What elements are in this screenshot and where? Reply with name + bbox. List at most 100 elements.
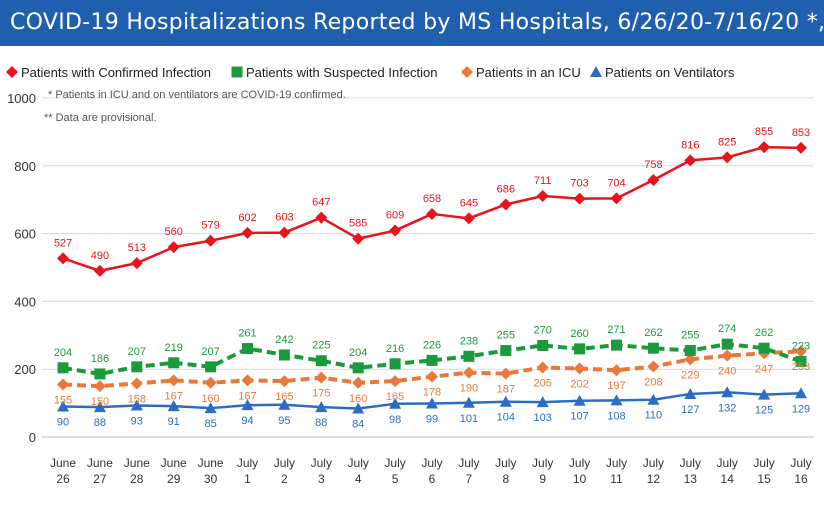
x-tick-month: June	[161, 456, 187, 470]
data-point	[315, 355, 327, 367]
data-label: 207	[201, 346, 219, 358]
data-point	[647, 393, 660, 405]
data-point	[721, 151, 734, 164]
data-label: 103	[534, 412, 552, 424]
data-point	[389, 358, 401, 370]
data-point	[94, 368, 106, 380]
x-tick-month: July	[384, 456, 405, 470]
data-label: 155	[54, 394, 72, 406]
data-label: 93	[131, 415, 143, 427]
chart-note: * Patients in ICU and on ventilators are…	[48, 89, 346, 101]
legend-marker	[590, 66, 602, 77]
data-point	[684, 387, 697, 399]
data-label: 253	[792, 361, 810, 373]
x-tick-day: 15	[757, 472, 771, 486]
data-point	[352, 376, 365, 389]
data-label: 107	[570, 411, 588, 423]
data-point	[57, 362, 69, 374]
data-label: 85	[204, 418, 216, 430]
x-tick-month: July	[237, 456, 258, 470]
data-label: 490	[91, 250, 109, 262]
data-label: 229	[681, 369, 699, 381]
data-label: 95	[278, 415, 290, 427]
data-point	[278, 226, 291, 239]
data-label: 255	[497, 330, 515, 342]
data-point	[758, 342, 770, 354]
data-point	[574, 343, 586, 355]
data-label: 88	[315, 417, 327, 429]
x-tick-day: 6	[429, 472, 436, 486]
data-label: 274	[718, 323, 736, 335]
data-label: 190	[460, 383, 478, 395]
x-tick-month: July	[274, 456, 295, 470]
data-label: 175	[312, 388, 330, 400]
data-point	[684, 345, 696, 357]
data-point	[426, 354, 438, 366]
data-point	[499, 198, 512, 211]
x-tick-month: July	[790, 456, 811, 470]
data-label: 255	[681, 330, 699, 342]
data-label: 88	[94, 417, 106, 429]
data-label: 197	[607, 380, 625, 392]
data-label: 226	[423, 339, 441, 351]
x-tick-month: July	[458, 456, 479, 470]
data-label: 94	[241, 415, 253, 427]
data-label: 204	[349, 347, 367, 359]
x-tick-month: July	[643, 456, 664, 470]
data-label: 271	[607, 324, 625, 336]
data-point	[93, 401, 106, 413]
data-label: 127	[681, 404, 699, 416]
y-tick-label: 400	[14, 294, 36, 309]
x-tick-day: 28	[130, 472, 144, 486]
data-point	[610, 394, 623, 406]
data-point	[278, 349, 290, 361]
data-label: 167	[238, 390, 256, 402]
data-point	[131, 361, 143, 373]
data-point	[278, 375, 291, 388]
data-label: 186	[91, 353, 109, 365]
data-point	[352, 402, 365, 414]
data-point	[130, 257, 143, 270]
x-tick-day: 13	[684, 472, 698, 486]
data-point	[536, 396, 549, 408]
legend-label: Patients in an ICU	[476, 65, 581, 80]
x-tick-day: 9	[539, 472, 546, 486]
data-label: 260	[570, 328, 588, 340]
data-label: 98	[389, 414, 401, 426]
x-tick-day: 26	[56, 472, 70, 486]
x-tick-day: 10	[573, 472, 587, 486]
data-point	[462, 366, 475, 379]
data-label: 711	[534, 175, 552, 187]
x-tick-day: 29	[167, 472, 181, 486]
data-point	[610, 192, 623, 205]
data-label: 261	[238, 328, 256, 340]
data-label: 167	[165, 390, 183, 402]
y-tick-label: 1000	[7, 91, 36, 106]
data-point	[278, 398, 291, 410]
data-point	[462, 212, 475, 225]
data-point	[93, 264, 106, 277]
data-label: 585	[349, 218, 367, 230]
data-point	[167, 400, 180, 412]
data-point	[93, 380, 106, 393]
x-tick-day: 16	[794, 472, 808, 486]
data-point	[204, 234, 217, 247]
data-label: 158	[128, 393, 146, 405]
x-tick-day: 4	[355, 472, 362, 486]
data-label: 603	[275, 212, 293, 224]
y-tick-label: 200	[14, 362, 36, 377]
data-label: 204	[54, 347, 72, 359]
data-point	[573, 192, 586, 205]
data-point	[463, 350, 475, 362]
data-label: 242	[275, 334, 293, 346]
x-tick-month: July	[569, 456, 590, 470]
data-label: 160	[201, 393, 219, 405]
data-point	[537, 339, 549, 351]
legend-label: Patients on Ventilators	[605, 65, 735, 80]
data-point	[167, 374, 180, 387]
data-label: 225	[312, 340, 330, 352]
data-label: 560	[165, 226, 183, 238]
data-point	[205, 361, 217, 373]
data-label: 125	[755, 405, 773, 417]
data-point	[684, 353, 697, 366]
